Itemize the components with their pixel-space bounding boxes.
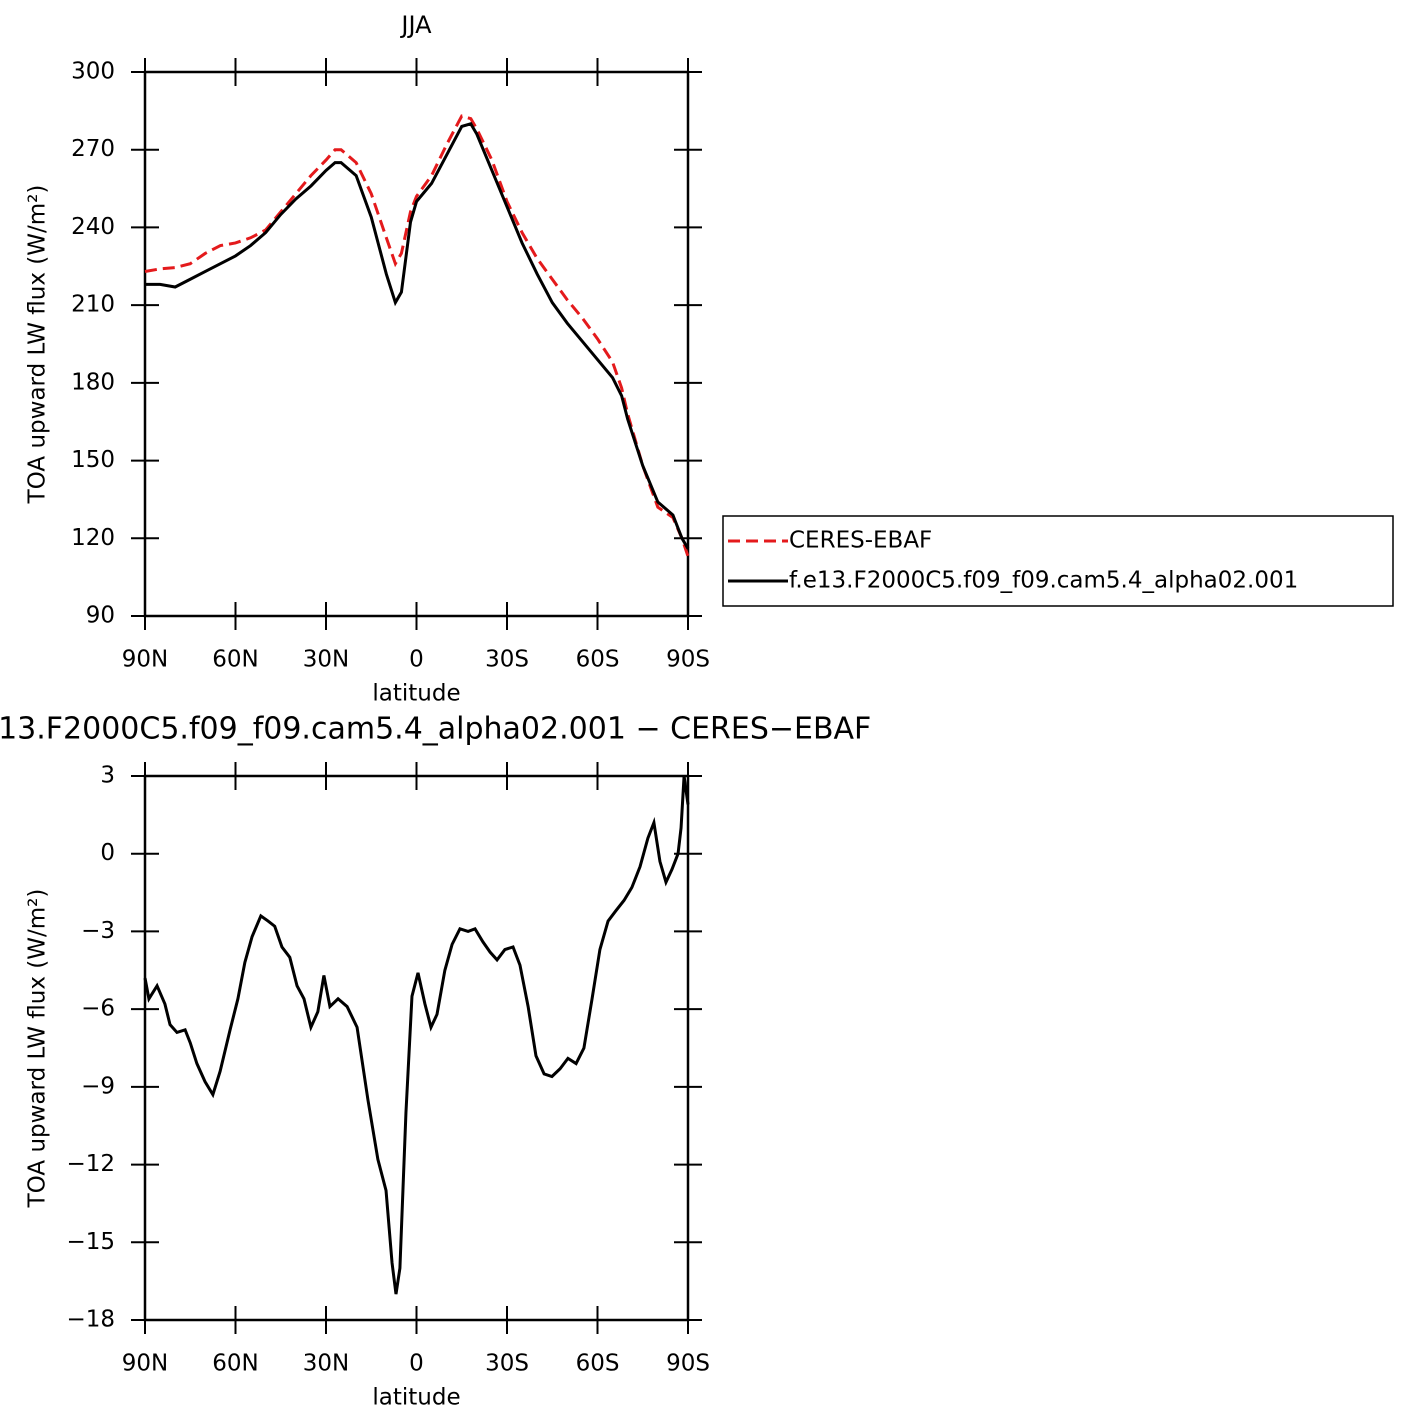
legend-label: f.e13.F2000C5.f09_f09.cam5.4_alpha02.001	[789, 568, 1298, 594]
y-tick-label: 0	[100, 840, 115, 866]
x-tick-label: 90S	[666, 647, 710, 673]
y-axis-label: TOA upward LW flux (W/m²)	[25, 185, 51, 505]
legend-label: CERES-EBAF	[789, 528, 932, 554]
y-tick-label: 240	[71, 214, 115, 240]
x-axis-label: latitude	[372, 681, 460, 707]
x-tick-label: 30S	[485, 647, 529, 673]
y-tick-label: −15	[66, 1229, 115, 1255]
x-tick-label: 90S	[666, 1351, 710, 1377]
plot-frame	[143, 774, 690, 1322]
x-tick-label: 60N	[212, 647, 258, 673]
y-tick-label: 270	[71, 136, 115, 162]
plot-frame	[143, 70, 690, 618]
y-tick-label: 300	[71, 59, 115, 85]
y-tick-label: 180	[71, 369, 115, 395]
y-tick-label: −6	[81, 996, 115, 1022]
x-tick-label: 30S	[485, 1351, 529, 1377]
chart-title: f.e13.F2000C5.f09_f09.cam5.4_alpha02.001…	[0, 712, 871, 747]
x-tick-label: 60N	[212, 1351, 258, 1377]
y-tick-label: 90	[86, 603, 115, 629]
x-tick-label: 90N	[122, 647, 168, 673]
y-axis-label: TOA upward LW flux (W/m²)	[25, 889, 51, 1209]
data-line	[144, 114, 690, 557]
y-tick-label: −3	[81, 918, 115, 944]
legend-box	[722, 515, 1394, 607]
chart-title: JJA	[399, 11, 432, 39]
x-tick-label: 0	[409, 1351, 424, 1377]
y-tick-label: 120	[71, 525, 115, 551]
x-tick-label: 60S	[576, 1351, 620, 1377]
data-line	[143, 775, 690, 1295]
x-tick-label: 60S	[576, 647, 620, 673]
y-tick-label: −12	[66, 1151, 115, 1177]
data-line	[145, 122, 690, 550]
y-tick-label: −9	[81, 1073, 115, 1099]
x-tick-label: 0	[409, 647, 424, 673]
x-tick-label: 90N	[122, 1351, 168, 1377]
y-tick-label: −18	[66, 1307, 115, 1333]
x-tick-label: 30N	[303, 1351, 349, 1377]
x-axis-label: latitude	[372, 1385, 460, 1411]
y-tick-label: 210	[71, 292, 115, 318]
y-tick-label: 3	[100, 763, 115, 789]
y-tick-label: 150	[71, 447, 115, 473]
x-tick-label: 30N	[303, 647, 349, 673]
